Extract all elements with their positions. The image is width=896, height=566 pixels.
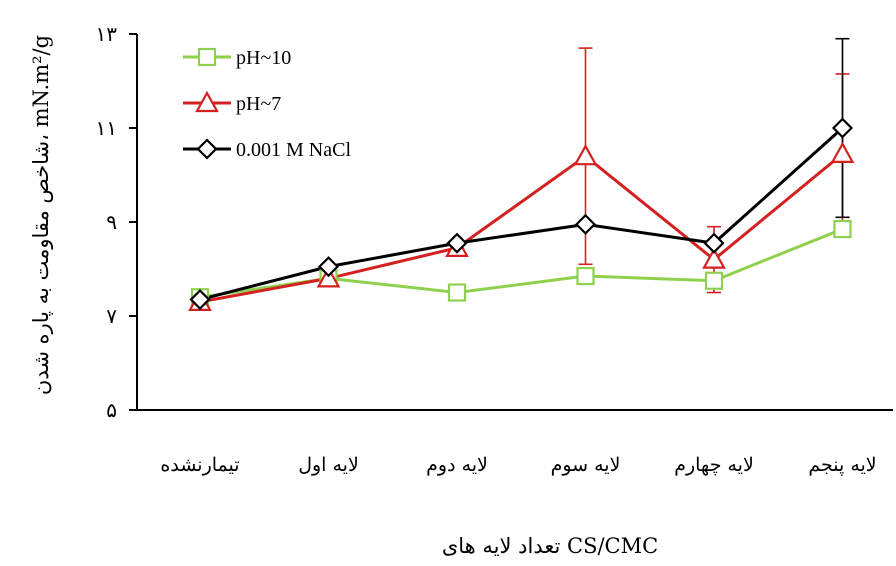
data-point	[574, 213, 597, 235]
y-axis-title: شاخص مقاومت به پاره شدن، mN.m²/g	[29, 35, 54, 395]
data-point	[830, 141, 855, 163]
data-point	[447, 283, 467, 302]
data-point	[831, 117, 854, 139]
x-category-label: لایه پنجم	[808, 454, 876, 476]
y-tick-label: ۱۱	[96, 116, 117, 140]
y-tick-label: ۹	[106, 210, 117, 234]
x-categories: تیمارنشده لایه اول لایه دوم لایه سوم لایه چه…	[160, 454, 876, 476]
data-point	[703, 232, 725, 254]
legend-marker	[195, 90, 219, 113]
x-category-label: لایه اول	[298, 454, 359, 476]
data-point	[317, 256, 340, 278]
data-point	[576, 266, 595, 286]
series-line	[199, 152, 844, 304]
data-point	[833, 219, 852, 239]
series-markers	[188, 117, 855, 311]
x-category-label: تیمارنشده	[160, 454, 239, 476]
legend-label: pH~7	[236, 93, 281, 115]
data-point	[702, 247, 726, 269]
axes	[136, 34, 893, 411]
x-category-label: لایه دوم	[426, 454, 488, 476]
data-point	[446, 232, 468, 254]
data-point	[316, 266, 341, 288]
series-line	[199, 126, 844, 302]
legend: pH~10 pH~7 0.001 M NaCl	[183, 47, 351, 161]
legend-marker	[197, 47, 217, 67]
series-line	[199, 227, 844, 299]
legend-marker	[196, 138, 218, 160]
y-ticks: ۵ ۷ ۹ ۱۱ ۱۳	[96, 22, 137, 422]
y-tick-label: ۵	[106, 398, 117, 422]
y-tick-label: ۷	[106, 304, 117, 328]
x-axis-title: تعداد لایه های CS/CMC	[442, 534, 658, 558]
y-tick-label: ۱۳	[96, 22, 118, 46]
data-point	[573, 143, 598, 166]
x-category-label: لایه سوم	[551, 454, 621, 476]
data-point	[189, 288, 211, 311]
legend-label: 0.001 M NaCl	[236, 139, 351, 161]
x-category-label: لایه چهارم	[674, 454, 754, 476]
data-point	[704, 271, 724, 290]
legend-label: pH~10	[236, 47, 291, 69]
series-lines	[199, 126, 844, 304]
